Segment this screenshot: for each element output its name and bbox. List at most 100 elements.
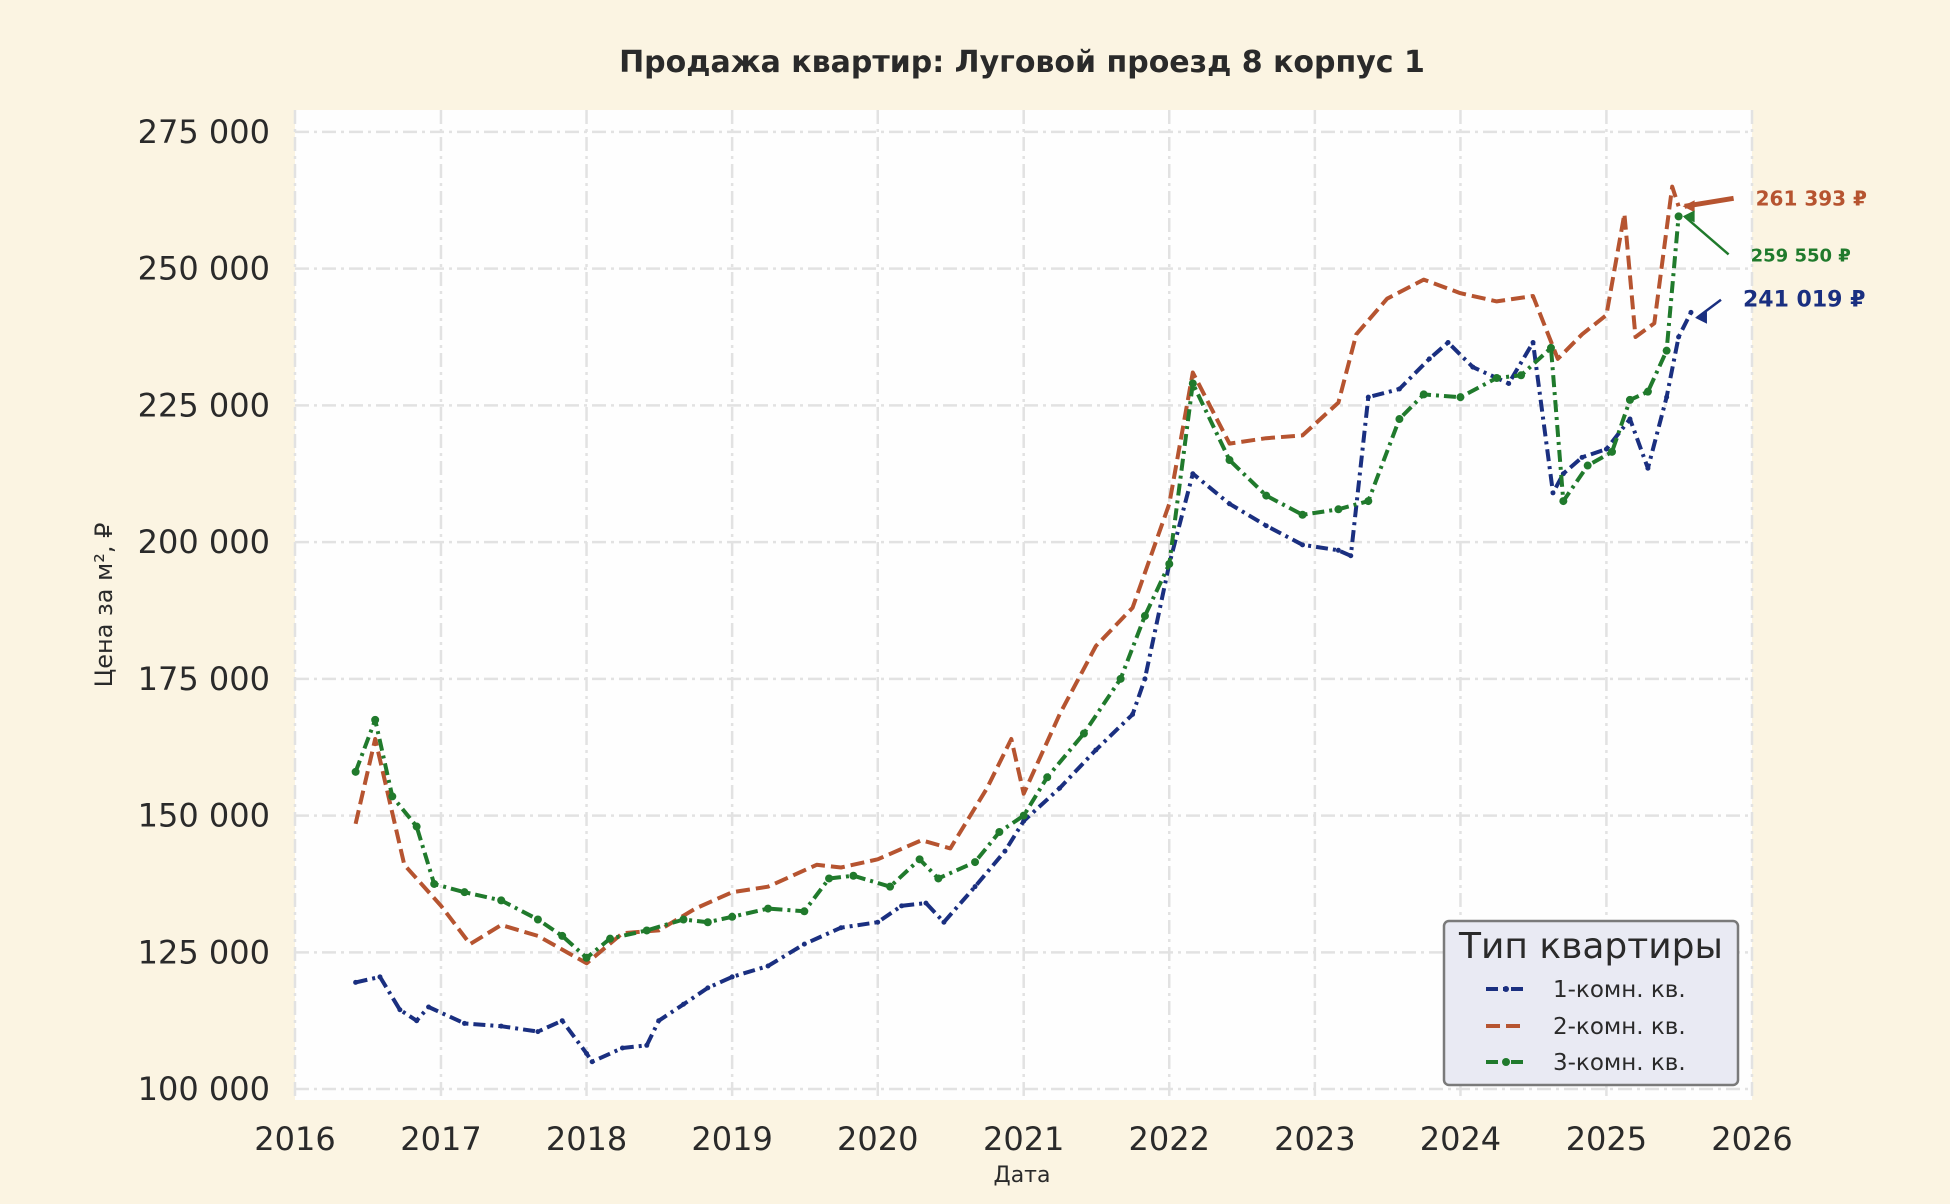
data-point bbox=[934, 874, 943, 883]
y-tick-label: 275 000 bbox=[138, 113, 270, 151]
legend-entry-3: 3-комн. кв. bbox=[1486, 1050, 1686, 1076]
data-point bbox=[584, 1051, 590, 1057]
data-point bbox=[886, 882, 895, 891]
data-point bbox=[351, 767, 360, 776]
series-line-2 bbox=[353, 184, 1681, 966]
x-tick-label: 2025 bbox=[1566, 1120, 1647, 1158]
data-point bbox=[1583, 461, 1592, 470]
data-point bbox=[644, 1042, 650, 1048]
y-tick-label: 250 000 bbox=[138, 250, 270, 288]
data-point bbox=[1456, 393, 1465, 402]
chart-title: Продажа квартир: Луговой проезд 8 корпус… bbox=[619, 45, 1425, 80]
data-point bbox=[1395, 415, 1404, 424]
data-point bbox=[1299, 542, 1305, 548]
x-tick-label: 2017 bbox=[400, 1120, 481, 1158]
data-point bbox=[377, 974, 383, 980]
data-point bbox=[1021, 818, 1027, 824]
data-point bbox=[679, 915, 688, 924]
data-point bbox=[764, 904, 773, 913]
data-point bbox=[875, 919, 881, 925]
data-point bbox=[462, 1020, 468, 1026]
x-tick-label: 2018 bbox=[546, 1120, 627, 1158]
data-point bbox=[1190, 471, 1196, 477]
data-point bbox=[1079, 729, 1088, 738]
x-axis-label: Дата bbox=[994, 1163, 1051, 1188]
x-tick-label: 2024 bbox=[1420, 1120, 1501, 1158]
data-point bbox=[606, 934, 615, 943]
data-point bbox=[414, 1018, 420, 1024]
data-point bbox=[1579, 454, 1585, 460]
data-point bbox=[1093, 747, 1099, 753]
data-point bbox=[1674, 212, 1683, 221]
y-tick-label: 125 000 bbox=[138, 933, 270, 971]
legend-marker-1 bbox=[1503, 986, 1509, 992]
data-point bbox=[915, 855, 924, 864]
data-point bbox=[397, 1007, 403, 1013]
data-point bbox=[656, 1018, 662, 1024]
data-point bbox=[1559, 497, 1568, 506]
y-tick-label: 225 000 bbox=[138, 386, 270, 424]
y-axis-label: Цена за м², ₽ bbox=[90, 523, 118, 688]
data-point bbox=[1142, 676, 1148, 682]
data-point bbox=[1419, 390, 1428, 399]
legend: Тип квартиры 1-комн. кв. 2-комн. кв. 3-к… bbox=[1442, 919, 1740, 1087]
data-point bbox=[1603, 446, 1609, 452]
grid-lines bbox=[293, 110, 1754, 1100]
data-point bbox=[1365, 394, 1371, 400]
data-point bbox=[1506, 380, 1512, 386]
annotation-label: 261 393 ₽ bbox=[1756, 186, 1867, 210]
data-point bbox=[995, 827, 1004, 836]
annotation-arrowhead bbox=[1682, 200, 1695, 213]
data-point bbox=[1165, 559, 1174, 568]
legend-label-2: 2-комн. кв. bbox=[1553, 1014, 1686, 1040]
data-point bbox=[800, 907, 809, 916]
data-point bbox=[558, 931, 567, 940]
data-point bbox=[1227, 501, 1233, 507]
data-point bbox=[1676, 334, 1682, 340]
data-point bbox=[642, 926, 651, 935]
legend-entry-1: 1-комн. кв. bbox=[1486, 977, 1686, 1003]
data-point bbox=[1188, 379, 1197, 388]
data-point bbox=[1043, 773, 1052, 782]
data-point bbox=[1396, 386, 1402, 392]
data-point bbox=[1627, 416, 1633, 422]
data-point bbox=[533, 915, 542, 924]
data-point bbox=[705, 985, 711, 991]
legend-box bbox=[1442, 919, 1740, 1087]
data-point bbox=[497, 896, 506, 905]
data-point bbox=[1550, 490, 1556, 496]
data-point bbox=[1348, 553, 1354, 559]
annotation-2: 259 550 ₽ bbox=[1682, 210, 1851, 266]
x-tick-label: 2021 bbox=[983, 1120, 1064, 1158]
series-2 bbox=[353, 184, 1681, 966]
legend-label-3: 3-комн. кв. bbox=[1553, 1050, 1686, 1076]
x-axis-ticks: 2016 2017 2018 2019 2020 2021 2022 2023 2024 2025… bbox=[254, 1120, 1792, 1158]
data-point bbox=[1662, 346, 1671, 355]
data-point bbox=[535, 1029, 541, 1035]
x-tick-label: 2026 bbox=[1711, 1120, 1792, 1158]
data-point bbox=[388, 792, 397, 801]
data-point bbox=[1263, 523, 1269, 529]
data-point bbox=[1426, 356, 1432, 362]
data-point bbox=[801, 941, 807, 947]
legend-label-1: 1-комн. кв. bbox=[1553, 977, 1686, 1003]
data-point bbox=[1364, 497, 1373, 506]
y-tick-label: 200 000 bbox=[138, 523, 270, 561]
series-1 bbox=[353, 309, 1694, 1065]
data-point bbox=[849, 871, 858, 880]
annotation-arrowhead bbox=[1694, 311, 1707, 324]
data-point bbox=[1664, 394, 1670, 400]
annotation-label: 259 550 ₽ bbox=[1751, 245, 1851, 266]
data-point bbox=[765, 963, 771, 969]
annotation-1: 261 393 ₽ bbox=[1682, 186, 1867, 213]
data-point bbox=[971, 858, 980, 867]
data-point bbox=[838, 925, 844, 931]
data-point bbox=[923, 900, 929, 906]
data-point bbox=[1262, 491, 1271, 500]
data-point bbox=[1019, 811, 1028, 820]
data-point bbox=[559, 1018, 565, 1024]
data-point bbox=[619, 1045, 625, 1051]
series-layer bbox=[351, 184, 1694, 1065]
